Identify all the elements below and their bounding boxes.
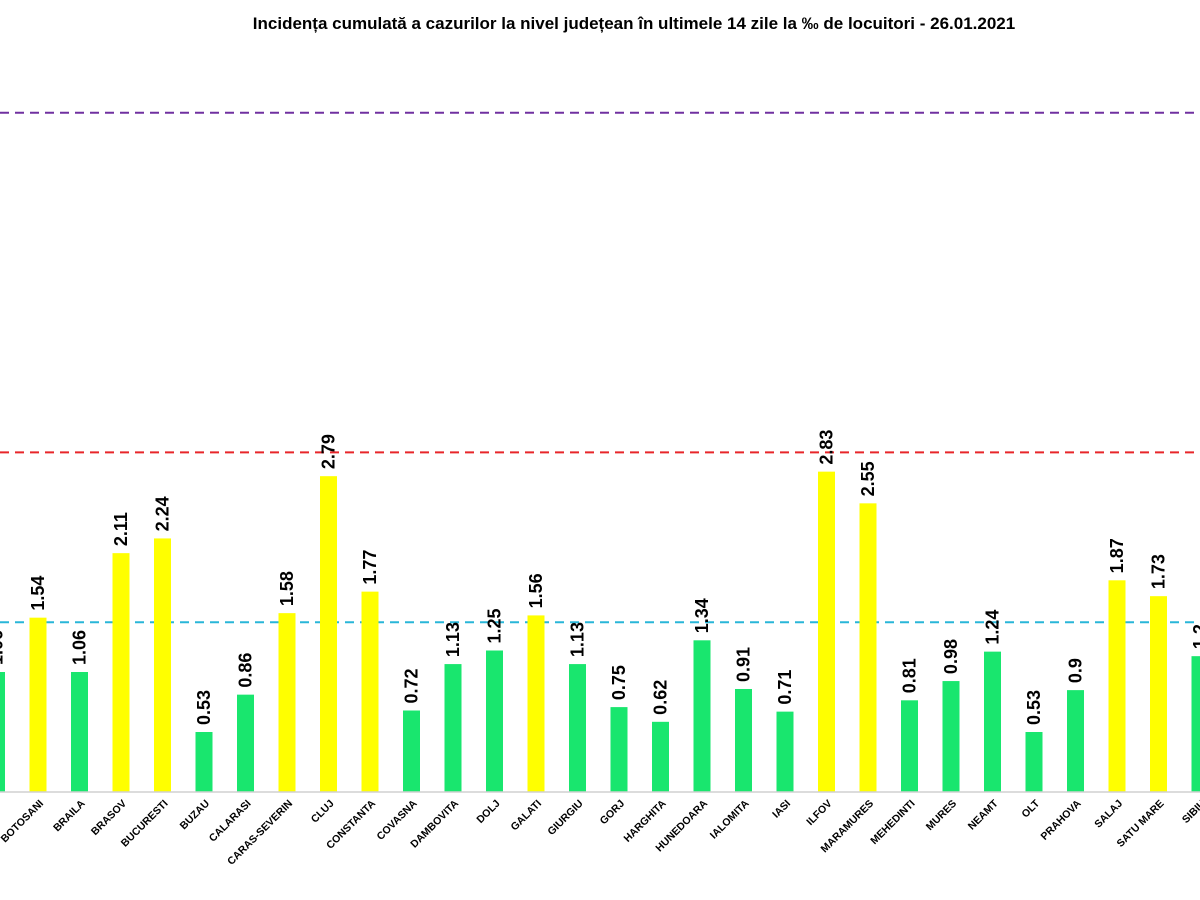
bar-prahova [1067, 690, 1084, 792]
value-label: 0.98 [941, 639, 961, 674]
bar-dambovita [444, 664, 462, 792]
value-label: 0.71 [775, 670, 795, 705]
category-label: ILFOV [804, 798, 834, 828]
bar-galati [527, 615, 545, 792]
value-label: 1.06 [70, 630, 90, 665]
bar-braila [71, 672, 88, 792]
category-label: NEAMT [966, 797, 1001, 832]
category-label: OLT [1019, 797, 1042, 820]
bar-neamt [984, 651, 1001, 792]
value-label: 1.06 [0, 630, 7, 665]
bar-dolj [486, 650, 503, 792]
bar-giurgiu [569, 664, 586, 792]
value-label: 2.55 [858, 461, 878, 496]
category-label: PRAHOVA [1039, 797, 1084, 842]
value-label: 1.13 [443, 622, 463, 657]
bar-satu-mare [1150, 596, 1167, 792]
value-label: 0.9 [1066, 658, 1086, 683]
bar-bucuresti [154, 538, 171, 792]
bar-cluj [320, 476, 337, 792]
value-label: 0.53 [1024, 690, 1044, 725]
bar-partial [0, 672, 5, 792]
value-label: 1.73 [1149, 554, 1169, 589]
bar-covasna [403, 710, 420, 792]
chart-title: Incidența cumulată a cazurilor la nivel … [253, 14, 1015, 33]
bar-ialomita [735, 688, 752, 792]
category-label: DOLJ [474, 798, 502, 826]
bar-iasi [776, 711, 794, 792]
category-label: IALOMITA [708, 797, 752, 841]
value-label: 1.24 [983, 610, 1003, 645]
value-label: 0.72 [402, 668, 422, 703]
category-label: BRASOV [89, 798, 129, 838]
value-label: 0.81 [900, 658, 920, 693]
category-label: GALATI [509, 798, 545, 834]
category-label: SALAJ [1092, 798, 1125, 831]
value-label: 1.25 [485, 608, 505, 643]
category-label: MURES [924, 798, 959, 833]
category-label: IASI [770, 798, 793, 821]
value-label: 1.34 [692, 598, 712, 633]
category-label: BRAILA [51, 797, 88, 834]
value-label: 0.86 [236, 653, 256, 688]
category-label: CLUJ [309, 798, 337, 826]
value-label: 0.53 [194, 690, 214, 725]
bar-gorj [610, 707, 628, 792]
bar-caras-severin [278, 613, 296, 792]
value-label: 1.77 [360, 550, 380, 585]
category-label: MEHEDINTI [868, 798, 917, 847]
category-label: GIURGIU [545, 798, 585, 838]
value-label: 0.91 [734, 647, 754, 682]
category-label: SIBIU [1180, 798, 1200, 826]
bar-calarasi [237, 694, 254, 792]
value-label: 1.87 [1107, 538, 1127, 573]
bar-constanta [361, 591, 379, 792]
value-label: 2.79 [319, 434, 339, 469]
category-label: BOTOSANI [0, 798, 46, 846]
bar-mehedinti [901, 700, 918, 792]
value-label: 2.24 [153, 496, 173, 531]
value-label: 1.56 [526, 573, 546, 608]
bar-botosani [29, 617, 47, 792]
bar-brasov [112, 553, 130, 792]
value-label: 2.11 [111, 512, 131, 546]
bar-olt [1025, 732, 1043, 792]
bar-maramures [859, 503, 877, 792]
bar-buzau [195, 732, 213, 792]
value-label: 1.2 [1190, 624, 1200, 649]
bar-mures [942, 681, 960, 792]
value-label: 1.54 [28, 576, 48, 611]
bar-harghita [652, 721, 669, 792]
bar-hunedoara [693, 640, 711, 792]
category-label: GORJ [598, 798, 628, 828]
value-label: 1.58 [277, 571, 297, 606]
value-label: 2.83 [817, 430, 837, 465]
bar-salaj [1108, 580, 1126, 792]
value-label: 0.62 [651, 680, 671, 715]
bar-ilfov [818, 471, 835, 792]
bar-sibiu [1191, 656, 1200, 792]
category-label: BUZAU [178, 798, 212, 832]
value-label: 0.75 [609, 665, 629, 700]
value-label: 1.13 [568, 622, 588, 657]
